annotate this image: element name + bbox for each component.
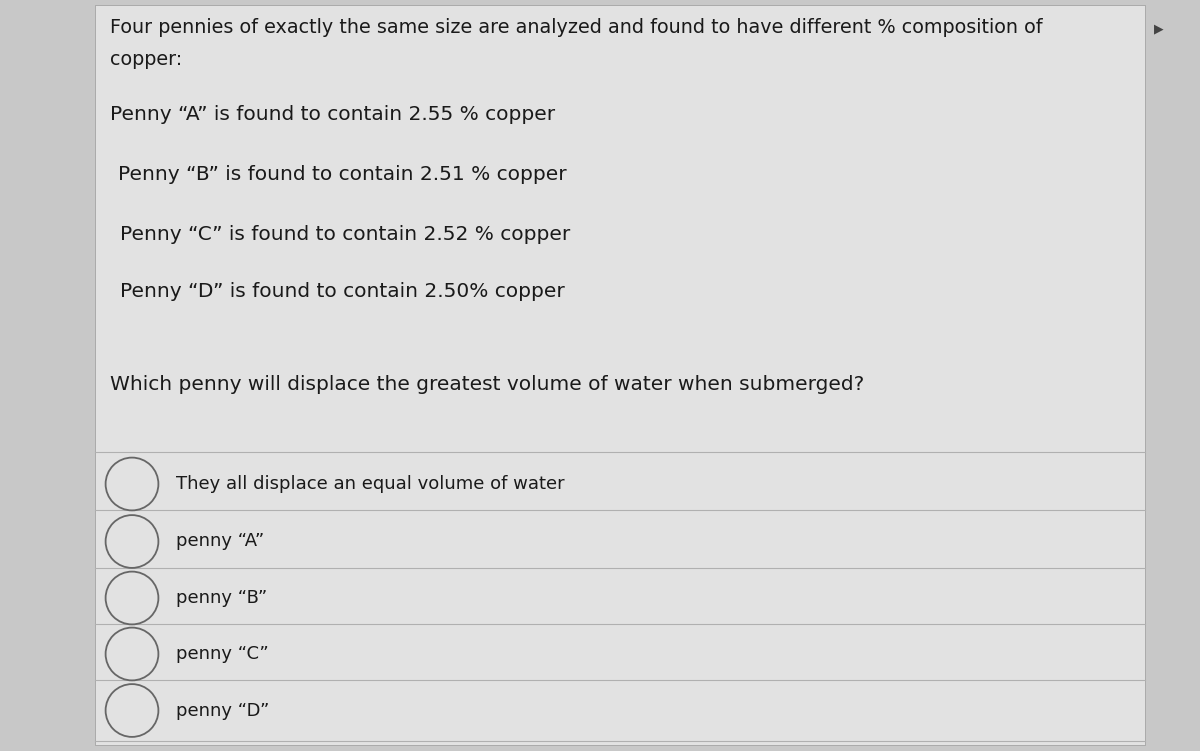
Text: Penny “C” is found to contain 2.52 % copper: Penny “C” is found to contain 2.52 % cop… bbox=[120, 225, 570, 244]
Text: copper:: copper: bbox=[110, 50, 182, 69]
Text: penny “C”: penny “C” bbox=[176, 645, 269, 663]
FancyBboxPatch shape bbox=[95, 5, 1145, 745]
Text: ▶: ▶ bbox=[1154, 22, 1164, 35]
Text: Four pennies of exactly the same size are analyzed and found to have different %: Four pennies of exactly the same size ar… bbox=[110, 18, 1043, 37]
Text: They all displace an equal volume of water: They all displace an equal volume of wat… bbox=[176, 475, 565, 493]
Text: Penny “D” is found to contain 2.50% copper: Penny “D” is found to contain 2.50% copp… bbox=[120, 282, 565, 301]
Text: penny “D”: penny “D” bbox=[176, 701, 270, 719]
Text: penny “A”: penny “A” bbox=[176, 532, 265, 550]
Text: Penny “A” is found to contain 2.55 % copper: Penny “A” is found to contain 2.55 % cop… bbox=[110, 105, 556, 124]
Text: Penny “B” is found to contain 2.51 % copper: Penny “B” is found to contain 2.51 % cop… bbox=[118, 165, 566, 184]
Text: penny “B”: penny “B” bbox=[176, 589, 268, 607]
Text: Which penny will displace the greatest volume of water when submerged?: Which penny will displace the greatest v… bbox=[110, 375, 865, 394]
